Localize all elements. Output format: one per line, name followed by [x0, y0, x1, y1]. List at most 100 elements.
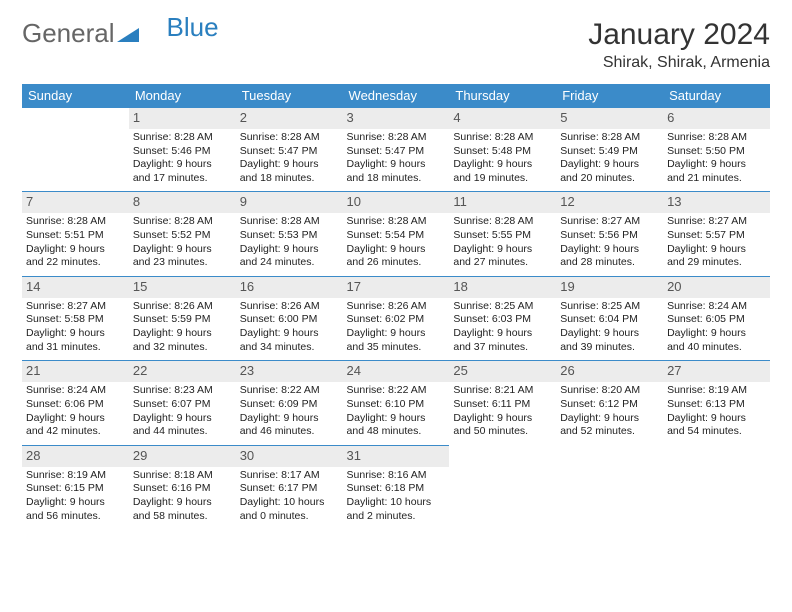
- day-number: 14: [22, 277, 129, 298]
- day-number: 19: [556, 277, 663, 298]
- weekday-header: Sunday: [22, 84, 129, 108]
- day-number: 2: [236, 108, 343, 129]
- sunrise-text: Sunrise: 8:22 AM: [347, 384, 446, 398]
- sunset-text: Sunset: 5:48 PM: [453, 145, 552, 159]
- title-block: January 2024 Shirak, Shirak, Armenia: [588, 18, 770, 72]
- daylight-text: Daylight: 9 hours and 18 minutes.: [347, 158, 446, 185]
- day-number: 23: [236, 361, 343, 382]
- logo-text-2: Blue: [167, 12, 219, 43]
- daylight-text: Daylight: 9 hours and 58 minutes.: [133, 496, 232, 523]
- day-number: 18: [449, 277, 556, 298]
- sunset-text: Sunset: 6:16 PM: [133, 482, 232, 496]
- day-number: 9: [236, 192, 343, 213]
- sunrise-text: Sunrise: 8:26 AM: [240, 300, 339, 314]
- day-details: Sunrise: 8:24 AMSunset: 6:06 PMDaylight:…: [26, 384, 125, 439]
- logo-triangle-icon: [117, 18, 139, 49]
- sunrise-text: Sunrise: 8:16 AM: [347, 469, 446, 483]
- sunrise-text: Sunrise: 8:25 AM: [560, 300, 659, 314]
- calendar-week-row: 21Sunrise: 8:24 AMSunset: 6:06 PMDayligh…: [22, 361, 770, 445]
- calendar-day-cell: 1Sunrise: 8:28 AMSunset: 5:46 PMDaylight…: [129, 108, 236, 192]
- header: General Blue January 2024 Shirak, Shirak…: [22, 18, 770, 72]
- sunset-text: Sunset: 6:04 PM: [560, 313, 659, 327]
- day-number: 31: [343, 446, 450, 467]
- day-details: Sunrise: 8:22 AMSunset: 6:10 PMDaylight:…: [347, 384, 446, 439]
- calendar-day-cell: 29Sunrise: 8:18 AMSunset: 6:16 PMDayligh…: [129, 445, 236, 529]
- calendar-day-cell: 3Sunrise: 8:28 AMSunset: 5:47 PMDaylight…: [343, 108, 450, 192]
- day-number: 3: [343, 108, 450, 129]
- calendar-day-cell: 28Sunrise: 8:19 AMSunset: 6:15 PMDayligh…: [22, 445, 129, 529]
- calendar-header-row: SundayMondayTuesdayWednesdayThursdayFrid…: [22, 84, 770, 108]
- calendar-day-cell: 9Sunrise: 8:28 AMSunset: 5:53 PMDaylight…: [236, 192, 343, 276]
- daylight-text: Daylight: 9 hours and 24 minutes.: [240, 243, 339, 270]
- sunset-text: Sunset: 6:07 PM: [133, 398, 232, 412]
- sunset-text: Sunset: 6:13 PM: [667, 398, 766, 412]
- sunset-text: Sunset: 5:53 PM: [240, 229, 339, 243]
- day-details: Sunrise: 8:19 AMSunset: 6:15 PMDaylight:…: [26, 469, 125, 524]
- calendar-day-cell: [663, 445, 770, 529]
- calendar-week-row: 1Sunrise: 8:28 AMSunset: 5:46 PMDaylight…: [22, 108, 770, 192]
- calendar-day-cell: 7Sunrise: 8:28 AMSunset: 5:51 PMDaylight…: [22, 192, 129, 276]
- sunrise-text: Sunrise: 8:28 AM: [133, 131, 232, 145]
- sunset-text: Sunset: 6:05 PM: [667, 313, 766, 327]
- day-number: 30: [236, 446, 343, 467]
- day-number: 5: [556, 108, 663, 129]
- sunrise-text: Sunrise: 8:28 AM: [453, 131, 552, 145]
- sunset-text: Sunset: 5:51 PM: [26, 229, 125, 243]
- location-text: Shirak, Shirak, Armenia: [588, 54, 770, 72]
- day-details: Sunrise: 8:23 AMSunset: 6:07 PMDaylight:…: [133, 384, 232, 439]
- day-details: Sunrise: 8:18 AMSunset: 6:16 PMDaylight:…: [133, 469, 232, 524]
- sunset-text: Sunset: 6:11 PM: [453, 398, 552, 412]
- sunset-text: Sunset: 6:00 PM: [240, 313, 339, 327]
- weekday-header: Saturday: [663, 84, 770, 108]
- calendar-day-cell: 18Sunrise: 8:25 AMSunset: 6:03 PMDayligh…: [449, 276, 556, 360]
- day-number: 27: [663, 361, 770, 382]
- daylight-text: Daylight: 9 hours and 52 minutes.: [560, 412, 659, 439]
- calendar-day-cell: 16Sunrise: 8:26 AMSunset: 6:00 PMDayligh…: [236, 276, 343, 360]
- day-details: Sunrise: 8:25 AMSunset: 6:04 PMDaylight:…: [560, 300, 659, 355]
- calendar-day-cell: 12Sunrise: 8:27 AMSunset: 5:56 PMDayligh…: [556, 192, 663, 276]
- day-details: Sunrise: 8:26 AMSunset: 6:00 PMDaylight:…: [240, 300, 339, 355]
- sunset-text: Sunset: 6:17 PM: [240, 482, 339, 496]
- sunrise-text: Sunrise: 8:23 AM: [133, 384, 232, 398]
- day-details: Sunrise: 8:20 AMSunset: 6:12 PMDaylight:…: [560, 384, 659, 439]
- daylight-text: Daylight: 9 hours and 40 minutes.: [667, 327, 766, 354]
- daylight-text: Daylight: 9 hours and 31 minutes.: [26, 327, 125, 354]
- calendar-page: General Blue January 2024 Shirak, Shirak…: [0, 0, 792, 547]
- day-number: 1: [129, 108, 236, 129]
- daylight-text: Daylight: 9 hours and 34 minutes.: [240, 327, 339, 354]
- sunrise-text: Sunrise: 8:21 AM: [453, 384, 552, 398]
- day-number: 7: [22, 192, 129, 213]
- calendar-day-cell: 5Sunrise: 8:28 AMSunset: 5:49 PMDaylight…: [556, 108, 663, 192]
- day-number: 28: [22, 446, 129, 467]
- day-details: Sunrise: 8:28 AMSunset: 5:53 PMDaylight:…: [240, 215, 339, 270]
- daylight-text: Daylight: 9 hours and 23 minutes.: [133, 243, 232, 270]
- day-number: 25: [449, 361, 556, 382]
- sunset-text: Sunset: 5:57 PM: [667, 229, 766, 243]
- month-title: January 2024: [588, 18, 770, 52]
- day-number: 6: [663, 108, 770, 129]
- sunrise-text: Sunrise: 8:28 AM: [347, 131, 446, 145]
- sunset-text: Sunset: 5:50 PM: [667, 145, 766, 159]
- day-number: 29: [129, 446, 236, 467]
- daylight-text: Daylight: 9 hours and 39 minutes.: [560, 327, 659, 354]
- daylight-text: Daylight: 9 hours and 37 minutes.: [453, 327, 552, 354]
- daylight-text: Daylight: 9 hours and 35 minutes.: [347, 327, 446, 354]
- sunrise-text: Sunrise: 8:27 AM: [667, 215, 766, 229]
- sunrise-text: Sunrise: 8:19 AM: [26, 469, 125, 483]
- daylight-text: Daylight: 9 hours and 26 minutes.: [347, 243, 446, 270]
- day-details: Sunrise: 8:28 AMSunset: 5:47 PMDaylight:…: [347, 131, 446, 186]
- calendar-table: SundayMondayTuesdayWednesdayThursdayFrid…: [22, 84, 770, 529]
- daylight-text: Daylight: 9 hours and 29 minutes.: [667, 243, 766, 270]
- daylight-text: Daylight: 9 hours and 46 minutes.: [240, 412, 339, 439]
- day-number: 11: [449, 192, 556, 213]
- sunset-text: Sunset: 5:58 PM: [26, 313, 125, 327]
- calendar-day-cell: 22Sunrise: 8:23 AMSunset: 6:07 PMDayligh…: [129, 361, 236, 445]
- sunset-text: Sunset: 5:46 PM: [133, 145, 232, 159]
- sunrise-text: Sunrise: 8:24 AM: [667, 300, 766, 314]
- sunrise-text: Sunrise: 8:27 AM: [560, 215, 659, 229]
- sunrise-text: Sunrise: 8:28 AM: [133, 215, 232, 229]
- daylight-text: Daylight: 9 hours and 56 minutes.: [26, 496, 125, 523]
- sunrise-text: Sunrise: 8:26 AM: [133, 300, 232, 314]
- day-details: Sunrise: 8:27 AMSunset: 5:57 PMDaylight:…: [667, 215, 766, 270]
- sunrise-text: Sunrise: 8:28 AM: [667, 131, 766, 145]
